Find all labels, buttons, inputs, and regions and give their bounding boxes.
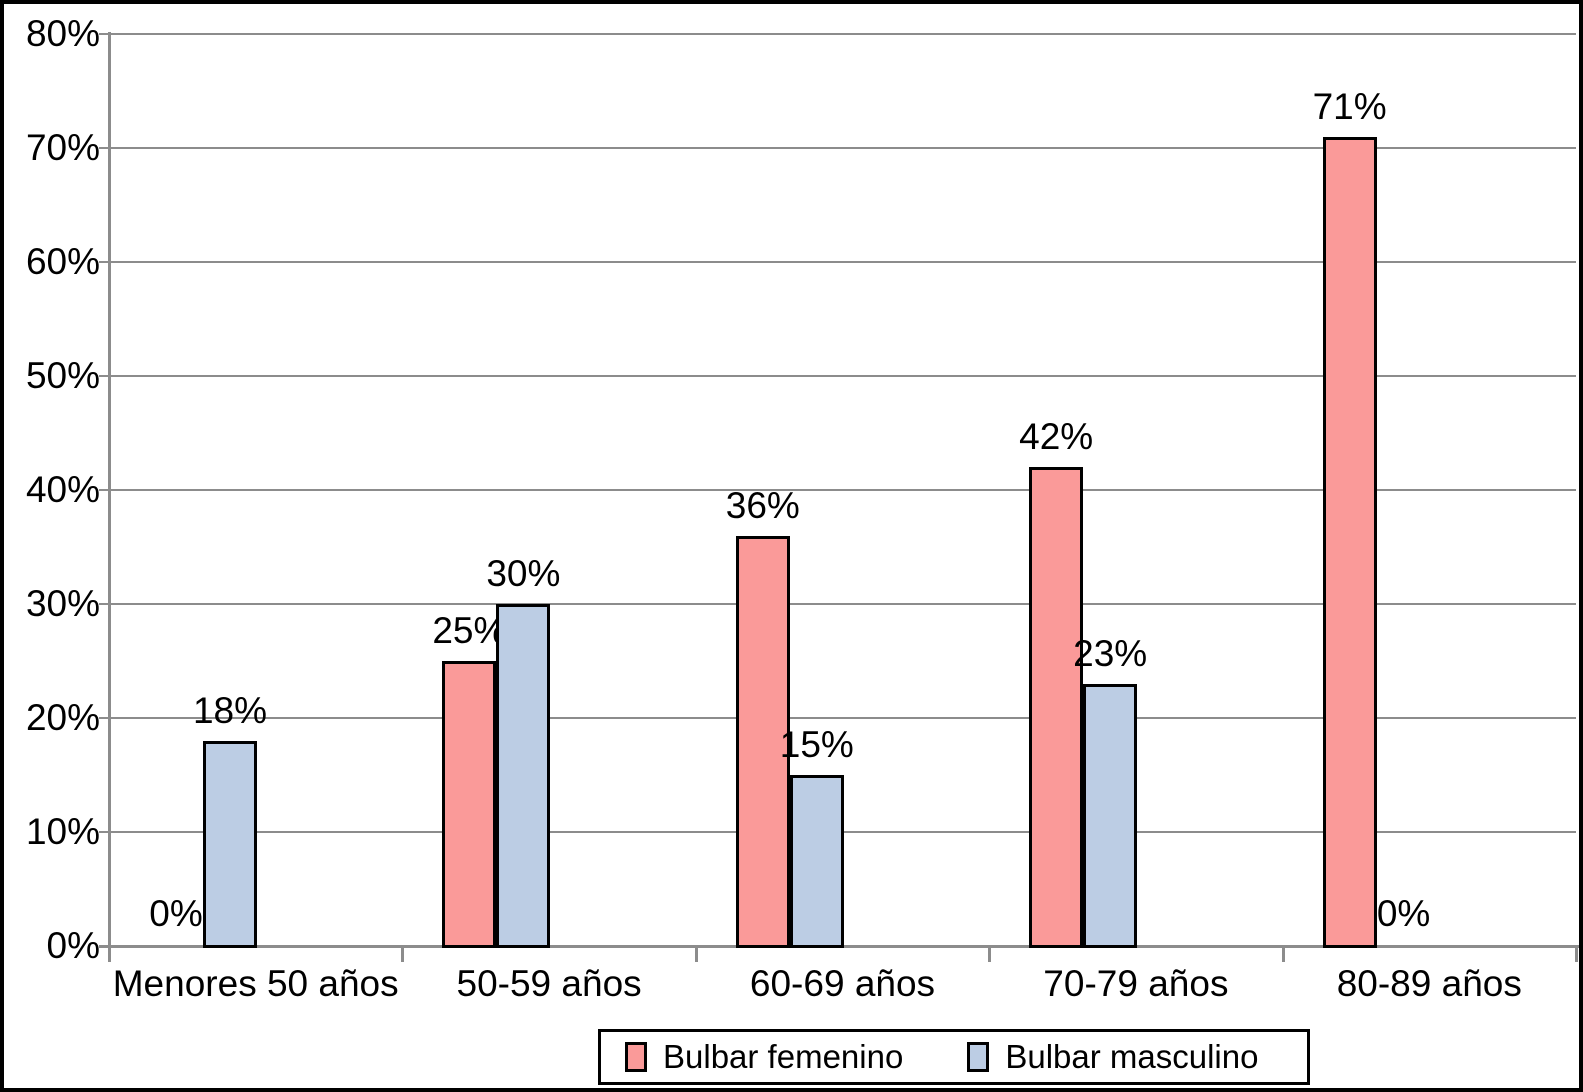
legend: Bulbar femenino Bulbar masculino [598, 1029, 1310, 1085]
x-axis-tick-0 [108, 946, 111, 962]
y-tick-label-60pct: 60% [25, 241, 100, 282]
x-axis-tick-4 [1281, 946, 1285, 962]
data-label-bulbar-masculino-menores-50-a-os: 18% [192, 689, 268, 731]
legend-swatch-masculino [967, 1042, 990, 1072]
y-tick-label-30pct: 30% [25, 583, 100, 624]
bar-bulbar-femenino-80-89-a-os [1322, 136, 1377, 948]
data-label-bulbar-masculino-50-59-a-os: 30% [486, 553, 561, 594]
x-category-label-80-89-a-os: 80-89 años [1336, 963, 1522, 1004]
gridline-20 [99, 717, 1576, 719]
y-tick-label-80pct: 80% [25, 13, 100, 54]
data-label-bulbar-masculino-70-79-a-os: 23% [1073, 632, 1148, 674]
gridline-30 [99, 603, 1576, 605]
gridline-80 [99, 33, 1576, 35]
legend-swatch-femenino [625, 1042, 647, 1072]
legend-entry-masculino: Bulbar masculino [967, 1037, 1258, 1077]
bar-bulbar-masculino-menores-50-a-os [203, 740, 257, 948]
y-tick-label-10pct: 10% [25, 811, 100, 852]
x-category-label-60-69-a-os: 60-69 años [749, 963, 936, 1004]
x-axis-tick-5 [1575, 946, 1578, 962]
bar-bulbar-femenino-50-59-a-os [442, 661, 497, 948]
x-axis-tick-2 [694, 946, 698, 962]
gridline-60 [99, 261, 1576, 263]
gridline-40 [99, 489, 1576, 491]
x-axis-tick-3 [988, 946, 992, 962]
x-axis-tick-1 [401, 946, 405, 962]
data-label-bulbar-femenino-80-89-a-os: 71% [1312, 85, 1387, 127]
data-label-bulbar-masculino-80-89-a-os: 0% [1376, 893, 1431, 934]
bar-bulbar-masculino-70-79-a-os [1083, 683, 1138, 948]
legend-entry-femenino: Bulbar femenino [625, 1037, 903, 1077]
data-label-bulbar-femenino-60-69-a-os: 36% [725, 484, 800, 526]
x-category-label-70-79-a-os: 70-79 años [1043, 963, 1229, 1004]
legend-label-masculino: Bulbar masculino [1005, 1038, 1259, 1075]
y-tick-label-40pct: 40% [25, 469, 100, 510]
data-label-bulbar-femenino-menores-50-a-os: 0% [149, 893, 203, 934]
y-tick-label-0pct: 0% [46, 925, 100, 966]
y-tick-label-20pct: 20% [25, 697, 100, 738]
y-tick-label-50pct: 50% [25, 355, 100, 396]
data-label-bulbar-masculino-60-69-a-os: 15% [779, 724, 854, 765]
bar-bulbar-masculino-60-69-a-os [789, 775, 844, 948]
data-label-bulbar-femenino-50-59-a-os: 25% [432, 610, 507, 651]
bar-bulbar-femenino-70-79-a-os [1029, 467, 1084, 948]
gridline-70 [99, 147, 1576, 149]
x-category-label-menores-50-a-os: Menores 50 años [112, 963, 399, 1004]
x-category-label-50-59-a-os: 50-59 años [456, 963, 642, 1004]
y-tick-label-70pct: 70% [25, 127, 100, 168]
legend-label-femenino: Bulbar femenino [663, 1038, 904, 1075]
data-label-bulbar-femenino-70-79-a-os: 42% [1019, 416, 1094, 458]
bar-bulbar-masculino-50-59-a-os [496, 604, 551, 948]
y-axis-line [108, 32, 111, 948]
bar-bulbar-femenino-60-69-a-os [735, 535, 790, 948]
gridline-50 [99, 375, 1576, 377]
